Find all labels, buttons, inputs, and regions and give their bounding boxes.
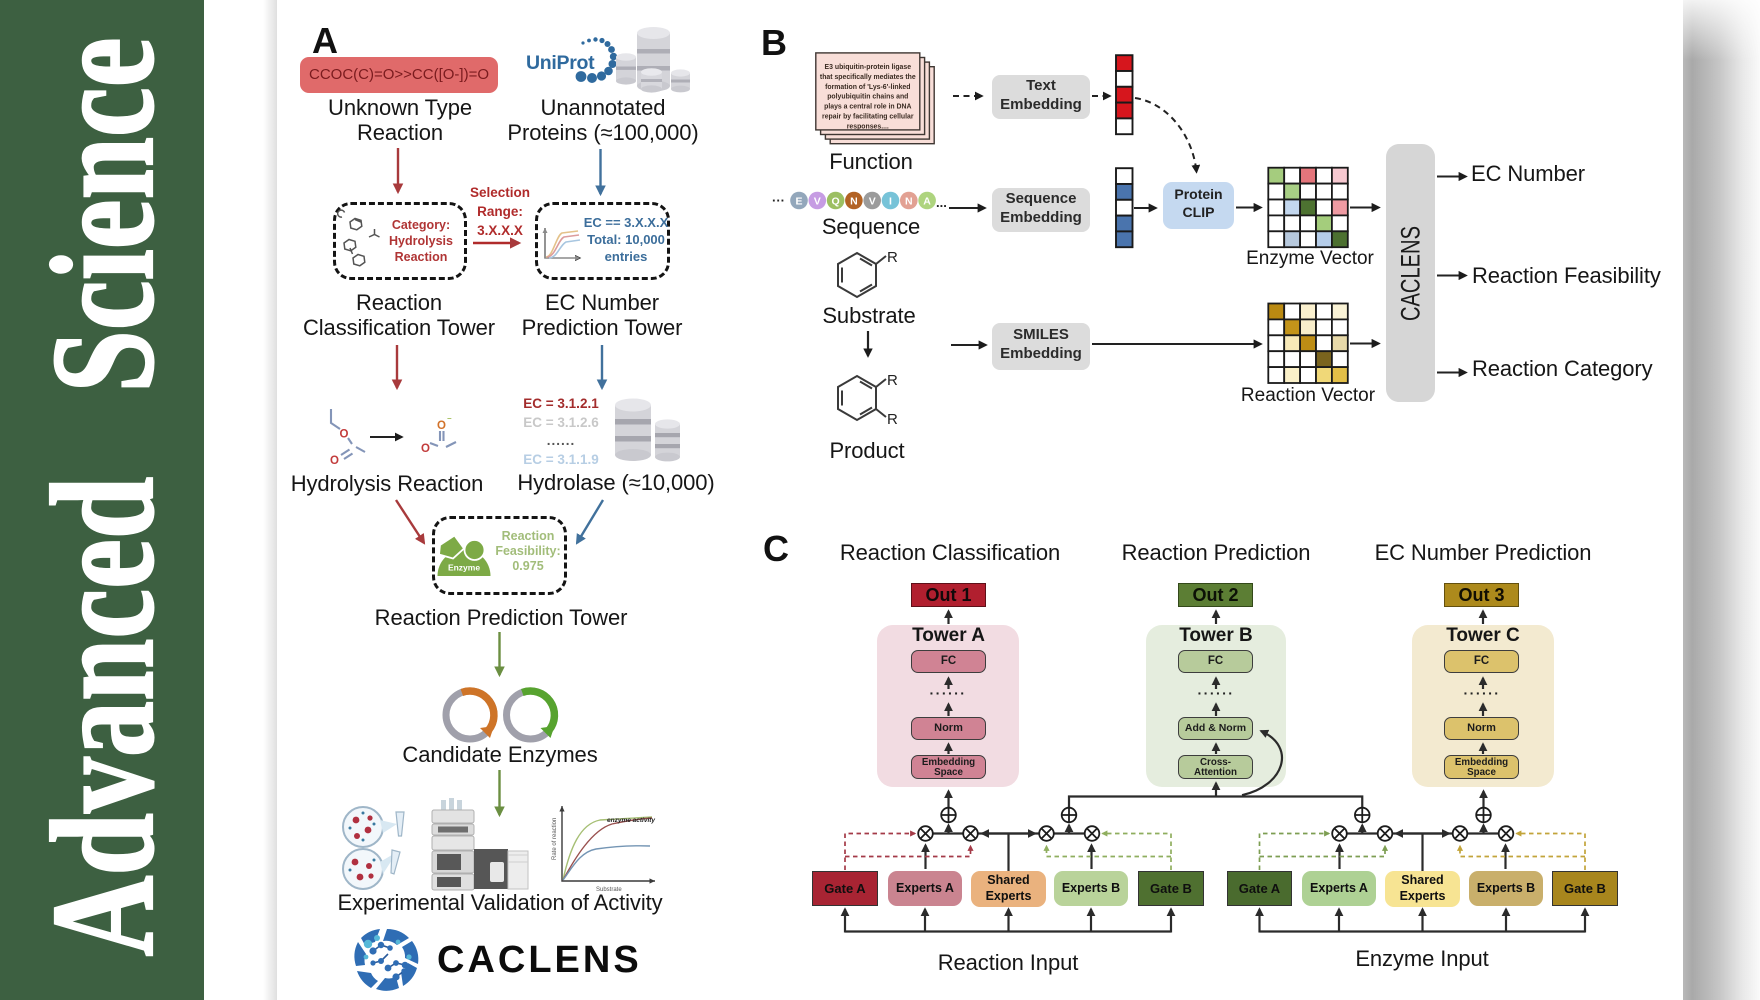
svg-text:E: E bbox=[795, 195, 802, 207]
svg-text:⁻: ⁻ bbox=[447, 415, 452, 425]
svg-text:O: O bbox=[437, 420, 446, 432]
svg-text:Substrate: Substrate bbox=[596, 887, 622, 893]
svg-text:V: V bbox=[869, 195, 876, 207]
svg-text:plays a central role in DNA: plays a central role in DNA bbox=[824, 104, 911, 111]
svg-text:Q: Q bbox=[832, 195, 840, 207]
svg-text:O: O bbox=[340, 429, 349, 441]
svg-text:that specifically mediates the: that specifically mediates the bbox=[820, 74, 916, 81]
svg-text:responses....: responses.... bbox=[847, 123, 889, 130]
svg-text:Rate of reaction: Rate of reaction bbox=[552, 818, 558, 860]
svg-text:formation of 'Lys-6'-linked: formation of 'Lys-6'-linked bbox=[825, 84, 910, 91]
svg-text:E3 ubiquitin-protein ligase: E3 ubiquitin-protein ligase bbox=[825, 64, 912, 71]
svg-text:UniProt: UniProt bbox=[526, 52, 595, 74]
svg-text:enzyme activity: enzyme activity bbox=[607, 817, 655, 824]
svg-text:repair by facilitating cellula: repair by facilitating cellular bbox=[822, 114, 914, 121]
svg-text:O: O bbox=[421, 443, 430, 455]
svg-text:R: R bbox=[887, 372, 898, 389]
svg-text:R: R bbox=[887, 411, 898, 428]
svg-text:...: ... bbox=[936, 195, 947, 210]
svg-text:Enzyme: Enzyme bbox=[448, 563, 480, 573]
svg-text:N: N bbox=[850, 195, 858, 207]
svg-text:N: N bbox=[905, 195, 913, 207]
svg-text:V: V bbox=[814, 195, 821, 207]
svg-text:I: I bbox=[889, 195, 892, 207]
svg-text:A: A bbox=[923, 195, 931, 207]
svg-text:R: R bbox=[887, 249, 898, 266]
svg-text:···: ··· bbox=[772, 193, 785, 208]
svg-text:O: O bbox=[330, 455, 339, 467]
svg-text:polyubiquitin chains and: polyubiquitin chains and bbox=[827, 94, 908, 101]
